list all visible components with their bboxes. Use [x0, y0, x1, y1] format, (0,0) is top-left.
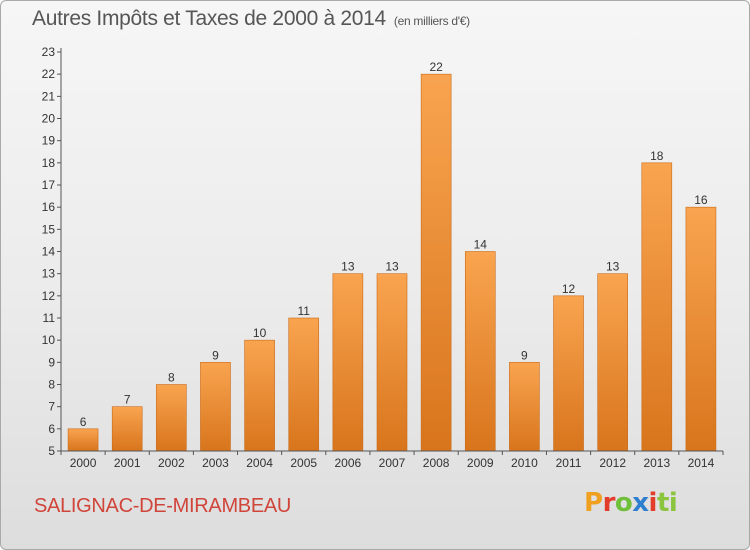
data-label: 12	[562, 282, 576, 296]
x-tick-label: 2012	[599, 456, 626, 470]
data-label: 16	[694, 193, 708, 207]
y-tick-label: 7	[48, 400, 55, 414]
bar	[376, 273, 408, 452]
data-label: 9	[212, 348, 219, 362]
x-tick-label: 2014	[688, 456, 715, 470]
y-tick-label: 5	[48, 444, 55, 458]
y-tick-label: 22	[42, 67, 56, 81]
x-axis: 2000 2001 2002 2003 2004 2005 2006 2007 2008 2009…	[60, 450, 724, 470]
bar	[111, 406, 143, 452]
y-tick-label: 21	[42, 89, 56, 103]
bar	[420, 73, 452, 452]
x-tick-label: 2003	[202, 456, 229, 470]
y-tick-label: 12	[42, 289, 56, 303]
bar	[685, 206, 717, 452]
commune-name: SALIGNAC-DE-MIRAMBEAU	[34, 495, 292, 517]
x-tick-label: 2001	[114, 456, 141, 470]
logo-letter: ti	[656, 488, 678, 518]
unit-note: (en milliers d'€)	[393, 14, 470, 28]
bar	[288, 317, 320, 452]
bar	[244, 339, 275, 452]
y-tick-label: 10	[42, 333, 56, 347]
y-tick-label: 15	[42, 222, 56, 236]
data-label: 18	[650, 149, 664, 163]
chart-title-text: Autres Impôts et Taxes de 2000 à 2014	[32, 7, 386, 30]
x-tick-label: 2000	[70, 456, 97, 470]
x-tick-label: 2006	[335, 456, 362, 470]
x-tick-label: 2002	[158, 456, 185, 470]
bar	[67, 428, 99, 452]
y-tick-label: 20	[42, 112, 56, 126]
y-tick-label: 18	[42, 156, 56, 170]
bars-group	[67, 73, 717, 452]
y-tick-label: 17	[42, 178, 56, 192]
y-tick-label: 14	[42, 245, 56, 259]
y-tick-label: 11	[43, 311, 56, 325]
x-tick-label: 2013	[643, 456, 670, 470]
data-label: 14	[474, 238, 488, 252]
x-tick-label: 2011	[556, 456, 582, 470]
data-label: 22	[429, 60, 443, 74]
bar	[641, 162, 673, 452]
bar	[200, 362, 231, 452]
x-tick-label: 2009	[467, 456, 494, 470]
logo-letter: x	[632, 488, 649, 518]
y-tick-label: 8	[48, 378, 55, 392]
y-tick-label: 9	[48, 355, 55, 369]
x-tick-label: 2007	[379, 456, 406, 470]
data-labels-group: 6 7 8 9 10 11 13 13 22 14 9 12 13 18 16	[80, 60, 708, 429]
bar	[597, 273, 628, 452]
proxiti-logo: Proxiti	[584, 488, 678, 518]
y-tick-label: 19	[42, 134, 56, 148]
x-tick-label: 2004	[246, 456, 273, 470]
logo-letter: P	[584, 488, 603, 518]
y-tick-label: 13	[42, 267, 56, 281]
data-label: 10	[253, 326, 267, 340]
y-tick-label: 23	[42, 45, 56, 59]
data-label: 8	[168, 371, 175, 385]
data-label: 13	[606, 260, 620, 274]
data-label: 13	[385, 260, 399, 274]
y-tick-label: 6	[48, 422, 55, 436]
bar	[332, 273, 364, 452]
bar	[464, 251, 496, 452]
x-tick-label: 2010	[511, 456, 538, 470]
x-tick-label: 2008	[423, 456, 450, 470]
data-label: 7	[124, 393, 131, 407]
logo-letter: r	[602, 488, 616, 518]
y-axis: 5 6 7 8 9 10 11 12 13 14 15 16 17 18 19 20 21 22 23	[42, 45, 62, 458]
data-label: 9	[521, 348, 528, 362]
chart-title: Autres Impôts et Taxes de 2000 à 2014 (en…	[32, 7, 470, 31]
logo-letter: o	[614, 488, 633, 518]
bar	[156, 384, 187, 452]
data-label: 11	[297, 304, 310, 318]
data-label: 6	[80, 415, 87, 429]
data-label: 13	[341, 260, 355, 274]
bar	[553, 295, 584, 452]
y-tick-label: 16	[42, 200, 56, 214]
x-tick-label: 2005	[290, 456, 317, 470]
logo-letter: i	[648, 488, 658, 518]
bar	[509, 362, 540, 452]
